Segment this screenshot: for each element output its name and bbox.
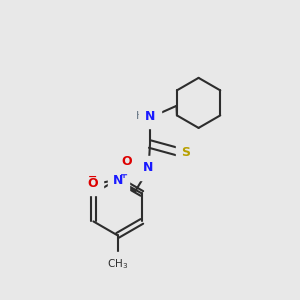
Text: N: N bbox=[145, 110, 155, 123]
Text: N: N bbox=[113, 174, 124, 187]
Text: +: + bbox=[119, 170, 128, 180]
Text: O: O bbox=[87, 177, 98, 190]
Text: O: O bbox=[122, 154, 132, 167]
Text: S: S bbox=[182, 146, 190, 159]
Text: −: − bbox=[88, 172, 98, 182]
Text: CH$_3$: CH$_3$ bbox=[107, 257, 128, 271]
Text: H: H bbox=[136, 111, 144, 121]
Text: H: H bbox=[134, 163, 142, 173]
Text: N: N bbox=[143, 161, 154, 174]
